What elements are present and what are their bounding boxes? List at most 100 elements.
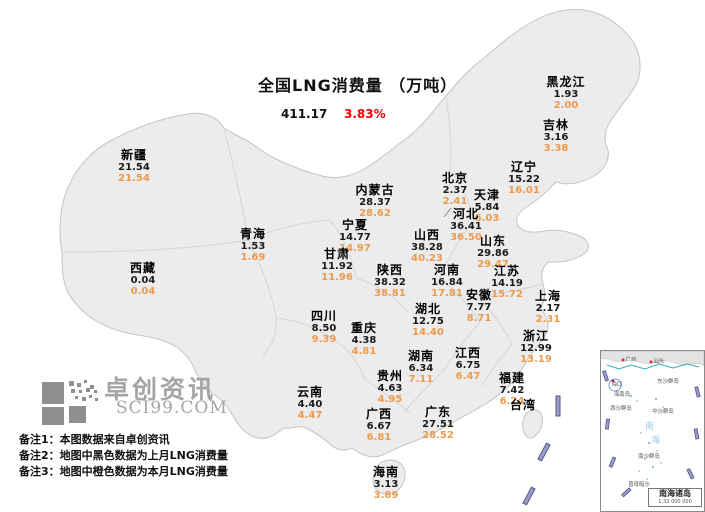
province-current-month-value: 38.81 (374, 288, 406, 299)
province-last-month-value: 11.92 (321, 261, 353, 272)
province-label: 甘肃 11.92 11.96 (295, 247, 379, 284)
inset-place-label: 东沙群岛 (657, 378, 679, 385)
province-last-month-value: 14.19 (491, 278, 523, 289)
province-label: 福建 7.42 6.24 (470, 372, 554, 408)
province-current-month-value: 4.81 (351, 346, 377, 357)
inset-place-label: 海口 (611, 381, 623, 388)
footnote-line: 备注2：地图中黑色数据为上月LNG消费量 (19, 449, 228, 462)
province-last-month-value: 28.37 (359, 197, 391, 208)
inset-city-dots (611, 358, 653, 383)
province-label: 贵州 4.63 4.95 (348, 369, 432, 406)
inset-coastline (601, 351, 704, 366)
province-current-month-value: 6.24 (499, 396, 525, 407)
province-label: 广东 27.51 28.52 (396, 405, 480, 442)
province-label: 山西 38.28 40.23 (385, 228, 469, 265)
province-last-month-value: 6.34 (408, 363, 434, 374)
province-name: 重庆 (350, 321, 377, 335)
footnotes: 备注1：本图数据来自卓创资讯 备注2：地图中黑色数据为上月LNG消费量 备注3：地图… (19, 432, 228, 480)
province-name: 广东 (424, 405, 451, 419)
province-current-month-value: 7.11 (408, 374, 434, 385)
province-label: 吉林 3.16 3.38 (514, 119, 598, 155)
inset-caption: 南海诸岛 (659, 489, 691, 498)
province-last-month-value: 16.84 (431, 277, 463, 288)
province-label: 浙江 12.99 13.19 (494, 330, 578, 366)
province-label: 云南 4.40 4.47 (268, 386, 352, 422)
province-label: 辽宁 15.22 16.01 (482, 161, 566, 197)
province-last-month-value: 29.86 (477, 248, 509, 259)
province-name: 宁夏 (341, 218, 368, 232)
province-last-month-value: 15.22 (508, 174, 540, 185)
province-name: 台湾 (509, 398, 536, 412)
province-current-month-value: 6.03 (474, 213, 500, 224)
province-current-month-value: 3.38 (543, 143, 569, 154)
province-current-month-value: 2.31 (535, 314, 561, 325)
province-label: 西藏 0.04 0.04 (101, 262, 185, 298)
province-last-month-value: 38.28 (411, 242, 443, 253)
province-label: 安徽 7.77 8.71 (437, 288, 521, 325)
province-last-month-value: 12.99 (520, 343, 552, 354)
province-name: 上海 (534, 289, 561, 303)
inset-place-label: 海南岛 (613, 391, 631, 398)
province-label: 河南 16.84 17.81 (405, 264, 489, 300)
province-current-month-value: 0.04 (130, 286, 156, 297)
inset-scale: 1:32 000 000 (658, 499, 692, 505)
province-name: 海南 (372, 465, 399, 479)
province-current-month-value: 4.95 (377, 394, 403, 405)
province-last-month-value: 4.40 (297, 399, 323, 410)
province-name: 湖南 (407, 349, 434, 363)
total-consumption-value: 411.17 (281, 107, 328, 121)
province-name: 北京 (441, 171, 468, 185)
hainan-island (372, 459, 406, 495)
province-name: 山西 (413, 228, 440, 242)
province-current-month-value: 3.89 (373, 490, 399, 501)
province-current-month-value: 28.52 (422, 430, 454, 441)
inset-place-label: 南沙群岛 (638, 453, 660, 460)
province-last-month-value: 21.54 (118, 162, 150, 173)
footnote-line: 备注1：本图数据来自卓创资讯 (19, 433, 170, 446)
province-last-month-value: 3.13 (373, 479, 399, 490)
province-last-month-value: 2.17 (535, 303, 561, 314)
logo-square-3 (69, 406, 86, 423)
province-current-month-value: 16.01 (508, 185, 540, 196)
province-last-month-value: 27.51 (422, 419, 454, 430)
province-name: 甘肃 (323, 247, 350, 261)
province-current-month-value: 2.41 (442, 196, 468, 207)
province-name: 内蒙古 (355, 183, 395, 197)
province-current-month-value: 2.00 (553, 100, 579, 111)
beijing-pointer-line (443, 207, 452, 218)
province-last-month-value: 36.41 (450, 221, 482, 232)
province-label: 江西 6.75 6.47 (426, 347, 510, 383)
province-name: 安徽 (465, 288, 492, 302)
province-last-month-value: 3.16 (543, 132, 569, 143)
inset-sea-text: 南 (645, 420, 654, 432)
province-current-month-value: 6.47 (455, 371, 481, 382)
province-last-month-value: 5.84 (474, 202, 500, 213)
inset-place-label: 汕头 (653, 358, 665, 365)
province-last-month-value: 7.77 (466, 302, 492, 313)
province-last-month-value: 6.75 (455, 360, 481, 371)
province-name: 贵州 (376, 369, 403, 383)
logo-chinese-text: 卓创资讯 (104, 375, 217, 404)
sci99-logo: 卓创资讯 SCI99.COM (42, 370, 242, 426)
province-last-month-value: 8.50 (311, 323, 337, 334)
province-current-month-value: 40.23 (411, 253, 443, 264)
province-label: 天津 5.84 6.03 (445, 189, 529, 225)
logo-square-2 (42, 407, 64, 425)
province-current-month-value: 9.39 (311, 334, 337, 345)
province-current-month-value: 17.81 (431, 288, 463, 299)
province-last-month-value: 4.38 (351, 335, 377, 346)
inset-map-art: 南 海 (601, 351, 704, 506)
inset-island-dots (630, 395, 664, 480)
inset-route-line (606, 363, 700, 370)
province-borders (63, 95, 544, 413)
province-current-month-value: 15.72 (491, 289, 523, 300)
province-name: 河北 (452, 207, 479, 221)
province-last-month-value: 1.53 (240, 241, 266, 252)
inset-place-label: 曾母暗沙 (628, 481, 650, 488)
province-current-month-value: 28.62 (359, 208, 391, 219)
province-current-month-value: 36.50 (450, 232, 482, 243)
province-label: 江苏 14.19 15.72 (465, 265, 549, 301)
province-label: 广西 6.67 6.81 (337, 408, 421, 444)
